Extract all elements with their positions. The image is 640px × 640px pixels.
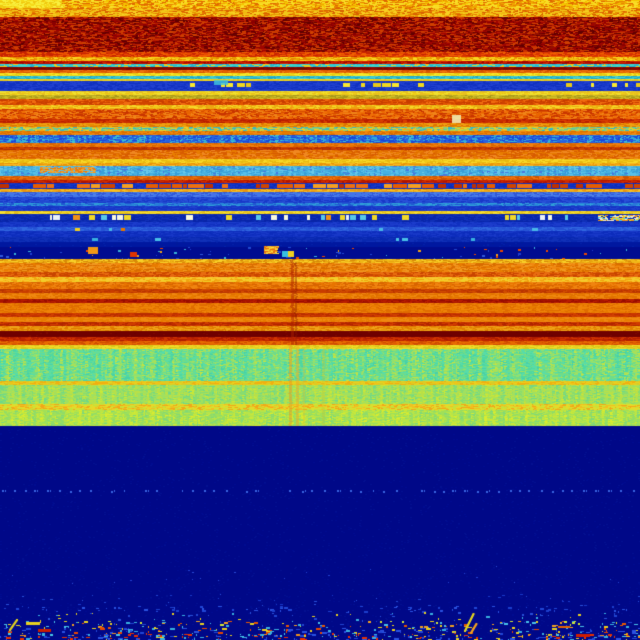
spectrogram-view: [0, 0, 640, 640]
spectrogram-heatmap-canvas: [0, 0, 640, 640]
